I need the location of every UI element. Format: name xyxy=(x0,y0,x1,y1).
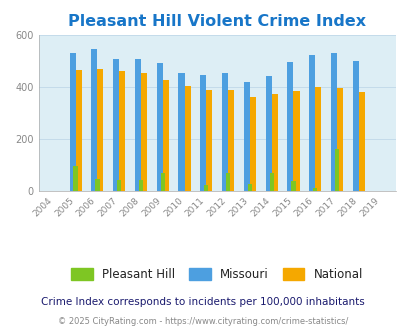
Bar xyxy=(312,188,317,191)
Title: Pleasant Hill Violent Crime Index: Pleasant Hill Violent Crime Index xyxy=(68,14,365,29)
Text: © 2025 CityRating.com - https://www.cityrating.com/crime-statistics/: © 2025 CityRating.com - https://www.city… xyxy=(58,317,347,326)
Bar xyxy=(141,73,147,191)
Bar xyxy=(222,73,228,191)
Bar xyxy=(73,166,77,191)
Bar xyxy=(308,55,314,191)
Bar xyxy=(269,173,273,191)
Bar xyxy=(156,63,162,191)
Bar xyxy=(119,71,125,191)
Bar xyxy=(293,91,299,191)
Bar xyxy=(200,75,206,191)
Legend: Pleasant Hill, Missouri, National: Pleasant Hill, Missouri, National xyxy=(66,263,367,285)
Bar xyxy=(291,182,295,191)
Bar xyxy=(134,59,141,191)
Bar xyxy=(113,59,119,191)
Bar xyxy=(178,73,184,191)
Bar xyxy=(336,88,342,191)
Bar xyxy=(226,173,230,191)
Bar xyxy=(204,185,208,191)
Bar xyxy=(97,69,103,191)
Bar xyxy=(243,82,249,191)
Bar xyxy=(184,86,190,191)
Bar xyxy=(228,90,234,191)
Bar xyxy=(91,49,97,191)
Text: Crime Index corresponds to incidents per 100,000 inhabitants: Crime Index corresponds to incidents per… xyxy=(41,297,364,307)
Bar xyxy=(162,80,168,191)
Bar xyxy=(352,61,358,191)
Bar xyxy=(330,53,336,191)
Bar xyxy=(206,90,212,191)
Bar xyxy=(75,70,81,191)
Bar xyxy=(314,87,320,191)
Bar xyxy=(69,53,75,191)
Bar xyxy=(117,180,121,191)
Bar xyxy=(95,179,99,191)
Bar xyxy=(249,97,256,191)
Bar xyxy=(160,173,164,191)
Bar xyxy=(247,184,252,191)
Bar xyxy=(334,149,338,191)
Bar xyxy=(271,94,277,191)
Bar xyxy=(265,76,271,191)
Bar xyxy=(287,62,293,191)
Bar xyxy=(358,92,364,191)
Bar xyxy=(139,180,143,191)
